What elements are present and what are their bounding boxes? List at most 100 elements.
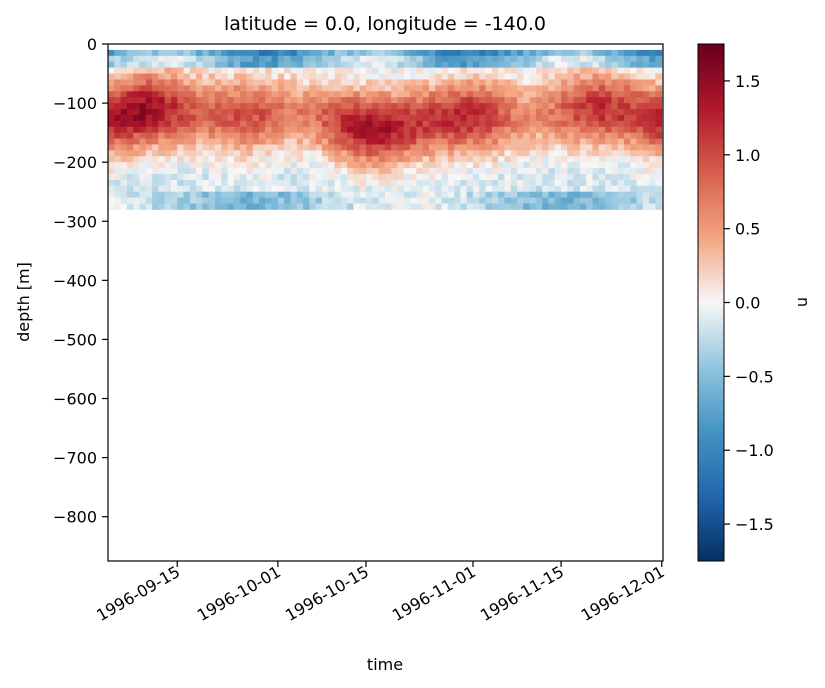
- heatmap-cell: [422, 79, 430, 86]
- heatmap-cell: [284, 97, 291, 104]
- heatmap-cell: [428, 156, 436, 163]
- heatmap-cell: [139, 85, 147, 92]
- heatmap-cell: [328, 191, 335, 199]
- heatmap-cell: [177, 91, 184, 98]
- heatmap-cell: [535, 49, 543, 57]
- heatmap-cell: [126, 91, 134, 98]
- heatmap-cell: [567, 97, 575, 104]
- heatmap-cell: [126, 114, 134, 122]
- heatmap-cell: [378, 61, 386, 69]
- heatmap-cell: [592, 156, 600, 163]
- heatmap-cell: [655, 55, 663, 63]
- heatmap-cell: [120, 97, 128, 104]
- heatmap-cell: [479, 144, 486, 151]
- heatmap-cell: [120, 91, 128, 98]
- heatmap-cell: [152, 67, 159, 74]
- heatmap-cell: [391, 126, 398, 134]
- heatmap-cell: [598, 73, 606, 80]
- heatmap-cell: [120, 203, 128, 210]
- heatmap-cell: [630, 162, 637, 169]
- heatmap-cell: [359, 55, 367, 63]
- heatmap-cell: [321, 138, 329, 145]
- heatmap-cell: [372, 168, 379, 175]
- heatmap-cell: [196, 173, 203, 181]
- heatmap-cell: [472, 114, 480, 122]
- heatmap-cell: [265, 185, 273, 193]
- heatmap-cell: [416, 85, 424, 92]
- heatmap-cell: [510, 114, 518, 122]
- heatmap-cell: [183, 91, 191, 98]
- heatmap-cell: [548, 79, 556, 86]
- heatmap-cell: [466, 156, 474, 163]
- heatmap-cell: [365, 185, 373, 193]
- heatmap-cell: [397, 203, 405, 210]
- heatmap-cell: [114, 126, 121, 134]
- heatmap-cell: [170, 132, 178, 139]
- heatmap-cell: [523, 203, 531, 210]
- heatmap-cell: [554, 103, 562, 110]
- heatmap-cell: [523, 97, 531, 104]
- heatmap-cell: [447, 91, 455, 98]
- heatmap-cell: [372, 55, 379, 63]
- heatmap-cell: [189, 55, 197, 63]
- heatmap-cell: [328, 49, 335, 57]
- heatmap-cell: [416, 49, 424, 57]
- heatmap-cell: [183, 67, 191, 74]
- heatmap-cell: [573, 79, 581, 86]
- heatmap-cell: [227, 61, 235, 69]
- heatmap-cell: [164, 150, 172, 157]
- heatmap-cell: [183, 55, 191, 63]
- heatmap-cell: [491, 185, 499, 193]
- heatmap-cell: [447, 173, 455, 181]
- heatmap-cell: [240, 67, 247, 74]
- heatmap-cell: [642, 61, 650, 69]
- heatmap-cell: [340, 49, 348, 57]
- heatmap-cell: [642, 49, 650, 57]
- heatmap-cell: [158, 185, 166, 193]
- heatmap-cell: [378, 97, 386, 104]
- heatmap-cell: [630, 108, 637, 116]
- heatmap-cell: [152, 185, 159, 193]
- heatmap-cell: [472, 55, 480, 63]
- heatmap-cell: [208, 156, 216, 163]
- heatmap-cell: [611, 61, 619, 69]
- heatmap-cell: [428, 67, 436, 74]
- heatmap-cell: [177, 61, 184, 69]
- heatmap-cell: [340, 73, 348, 80]
- heatmap-cell: [152, 103, 159, 110]
- heatmap-cell: [523, 191, 531, 199]
- heatmap-cell: [321, 168, 329, 175]
- heatmap-cell: [114, 197, 121, 204]
- heatmap-cell: [164, 85, 172, 92]
- heatmap-cell: [410, 108, 417, 116]
- heatmap-cell: [214, 120, 222, 128]
- heatmap-cell: [158, 144, 166, 151]
- heatmap-cell: [303, 197, 310, 204]
- heatmap-cell: [472, 150, 480, 157]
- colorbar-tick-label: 1.5: [735, 72, 760, 91]
- heatmap-cell: [303, 120, 310, 128]
- heatmap-cell: [378, 191, 386, 199]
- heatmap-cell: [290, 191, 298, 199]
- heatmap-cell: [592, 85, 600, 92]
- heatmap-cell: [145, 91, 153, 98]
- heatmap-cell: [435, 55, 442, 63]
- heatmap-cell: [441, 156, 449, 163]
- heatmap-cell: [365, 132, 373, 139]
- heatmap-cell: [529, 91, 537, 98]
- heatmap-cell: [567, 103, 575, 110]
- heatmap-cell: [441, 185, 449, 193]
- heatmap-cell: [170, 67, 178, 74]
- heatmap-cell: [529, 197, 537, 204]
- heatmap-cell: [403, 55, 411, 63]
- heatmap-cell: [214, 173, 222, 181]
- heatmap-cell: [517, 138, 524, 145]
- heatmap-cell: [114, 55, 121, 63]
- heatmap-cell: [403, 126, 411, 134]
- heatmap-cell: [259, 203, 266, 210]
- heatmap-cell: [617, 91, 625, 98]
- heatmap-cell: [630, 203, 637, 210]
- heatmap-cell: [303, 97, 310, 104]
- heatmap-cell: [126, 150, 134, 157]
- heatmap-cell: [290, 173, 298, 181]
